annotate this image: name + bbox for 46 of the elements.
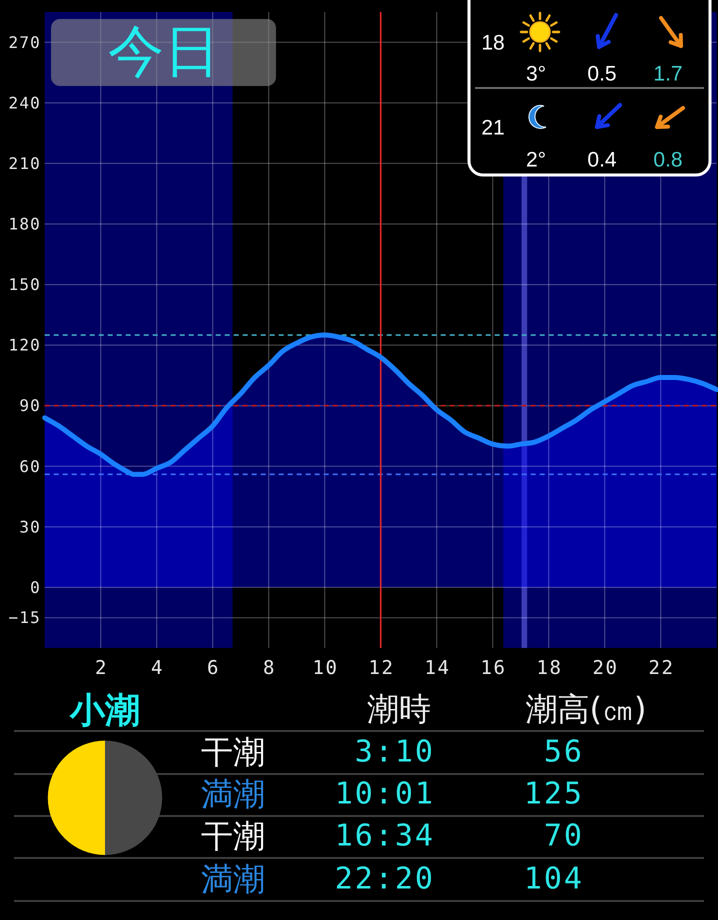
card-text: 21 bbox=[481, 116, 505, 140]
y-tick: −15 bbox=[8, 608, 41, 628]
x-tick: 6 bbox=[207, 657, 220, 679]
table-header: 潮時 bbox=[367, 690, 431, 728]
card-text: 1.7 bbox=[653, 62, 683, 86]
table-cell: 干潮 bbox=[201, 733, 265, 771]
y-tick: 120 bbox=[8, 336, 41, 355]
x-tick: 4 bbox=[151, 657, 164, 679]
y-tick: 0 bbox=[30, 578, 41, 597]
table-header: 潮高(㎝) bbox=[526, 690, 646, 728]
table-cell: 22:20 bbox=[334, 862, 435, 896]
table-cell: 125 bbox=[524, 776, 584, 812]
card-text: 18 bbox=[481, 32, 505, 54]
card-text: 0.8 bbox=[653, 148, 683, 172]
x-tick: 20 bbox=[592, 657, 618, 679]
card-text: 3° bbox=[526, 62, 546, 86]
x-tick: 12 bbox=[368, 657, 394, 679]
y-tick: 240 bbox=[8, 93, 41, 112]
y-tick: 60 bbox=[19, 456, 41, 476]
tide-type: 小潮 bbox=[70, 691, 140, 731]
x-tick: 18 bbox=[536, 657, 562, 679]
card-text: 2° bbox=[526, 148, 546, 172]
table-cell: 干潮 bbox=[201, 817, 265, 855]
x-tick: 8 bbox=[263, 657, 276, 679]
x-tick: 10 bbox=[312, 657, 338, 679]
table-cell: 満潮 bbox=[201, 775, 265, 813]
x-tick: 2 bbox=[95, 657, 108, 679]
x-tick: 16 bbox=[480, 657, 506, 679]
table-cell: 3:10 bbox=[354, 734, 435, 770]
table-cell: 10:01 bbox=[334, 776, 435, 812]
y-tick: 270 bbox=[8, 32, 41, 52]
table-cell: 満潮 bbox=[201, 860, 265, 898]
table-cell: 16:34 bbox=[334, 818, 435, 854]
y-tick: 180 bbox=[8, 214, 41, 234]
table-cell: 56 bbox=[544, 734, 584, 770]
card-text: 0.4 bbox=[587, 148, 617, 172]
y-tick: 150 bbox=[8, 275, 41, 294]
title: 今日 bbox=[108, 20, 220, 84]
y-tick: 30 bbox=[19, 517, 41, 536]
y-tick: 210 bbox=[8, 154, 41, 173]
x-tick: 14 bbox=[424, 657, 450, 679]
y-tick: 90 bbox=[19, 396, 41, 416]
table-cell: 104 bbox=[524, 862, 584, 896]
table-cell: 70 bbox=[544, 818, 584, 854]
x-tick: 22 bbox=[648, 657, 674, 679]
card-text: 0.5 bbox=[587, 62, 617, 86]
